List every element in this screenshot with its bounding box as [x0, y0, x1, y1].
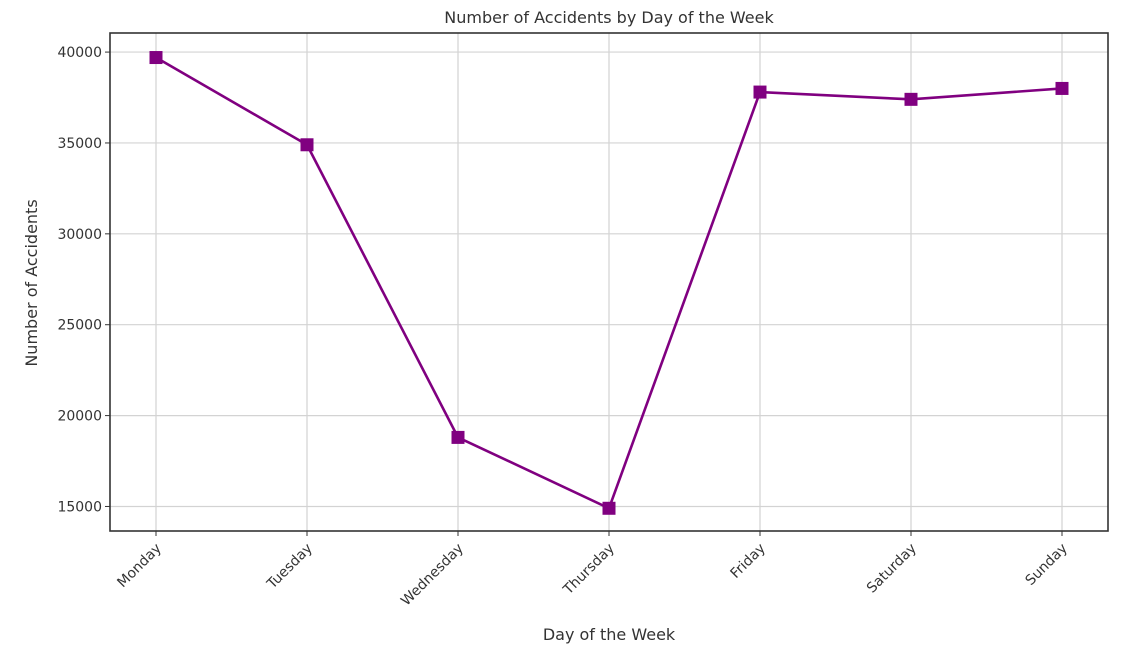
data-point-marker [300, 138, 314, 152]
y-tick-label: 30000 [57, 227, 102, 243]
data-series [149, 51, 1069, 515]
x-tick-label: Saturday [864, 541, 920, 597]
chart-title: Number of Accidents by Day of the Week [444, 8, 774, 27]
x-tick-label: Monday [114, 541, 164, 591]
data-point-marker [451, 430, 465, 444]
x-tick-label: Tuesday [264, 541, 316, 593]
y-tick-label: 15000 [57, 499, 102, 515]
axis-ticks: Monday Tuesday Wednesday Thursday Friday Satu… [57, 45, 1070, 609]
x-tick-label: Thursday [560, 541, 618, 599]
y-tick-label: 40000 [57, 45, 102, 61]
data-point-marker [904, 92, 918, 106]
data-point-marker [602, 501, 616, 515]
data-point-marker [1055, 81, 1069, 95]
x-tick-label: Sunday [1022, 541, 1070, 589]
x-axis-label: Day of the Week [543, 625, 676, 644]
grid-lines [110, 33, 1108, 531]
y-tick-label: 20000 [57, 409, 102, 425]
y-tick-label: 25000 [57, 318, 102, 334]
x-tick-label: Friday [728, 541, 769, 582]
y-axis-label: Number of Accidents [22, 199, 41, 366]
x-tick-label: Wednesday [398, 541, 467, 610]
y-tick-label: 35000 [57, 136, 102, 152]
data-point-marker [753, 85, 767, 99]
data-point-marker [149, 51, 163, 65]
